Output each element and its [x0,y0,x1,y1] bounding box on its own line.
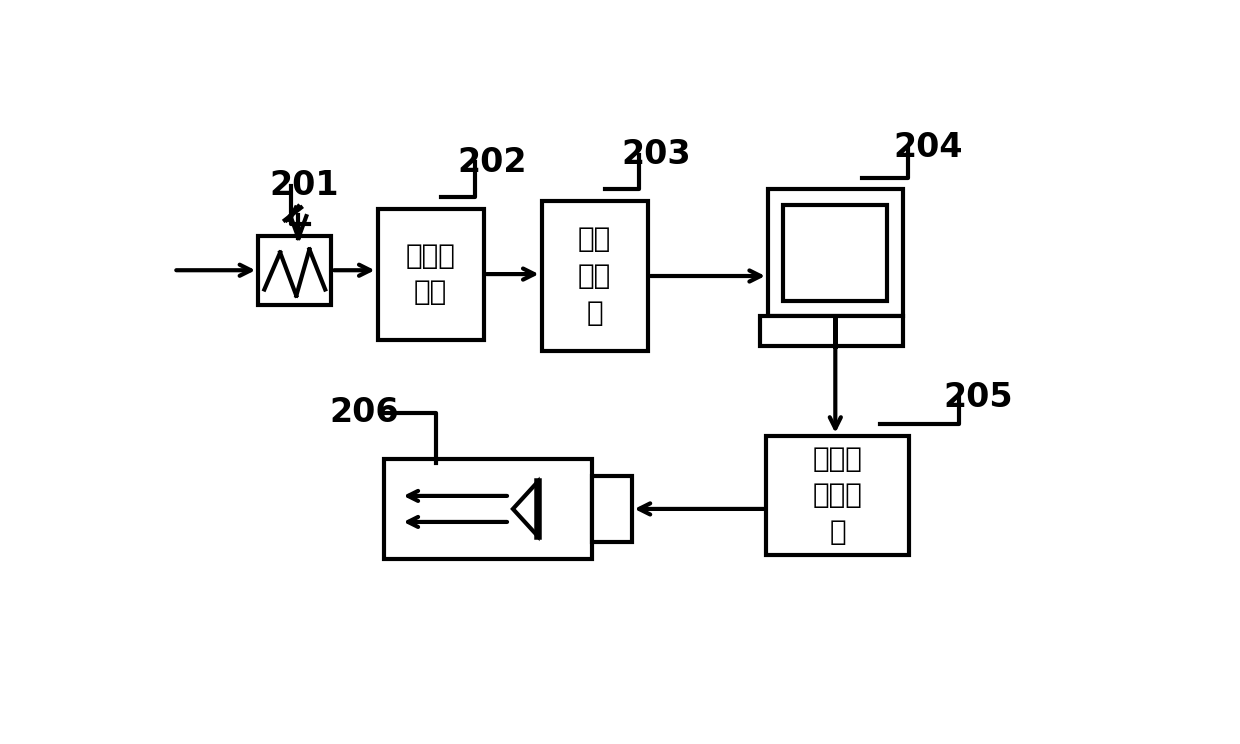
Text: 203: 203 [621,138,691,171]
Polygon shape [513,482,538,536]
Bar [383,459,591,559]
Bar [766,436,909,555]
Text: 数据解
码器: 数据解 码器 [405,242,455,307]
Bar [760,316,903,346]
Bar [591,476,631,542]
Text: 204: 204 [893,130,962,164]
Text: 202: 202 [458,146,527,179]
Text: 信号转
换编码
器: 信号转 换编码 器 [812,445,863,546]
Text: 206: 206 [330,396,399,429]
Bar [542,201,647,351]
Text: 201: 201 [269,169,340,202]
Bar [377,208,484,339]
Bar [784,205,888,301]
Bar [768,190,903,316]
Text: 205: 205 [944,381,1013,414]
Text: 数据
存储
器: 数据 存储 器 [578,225,611,327]
Bar [258,236,331,305]
